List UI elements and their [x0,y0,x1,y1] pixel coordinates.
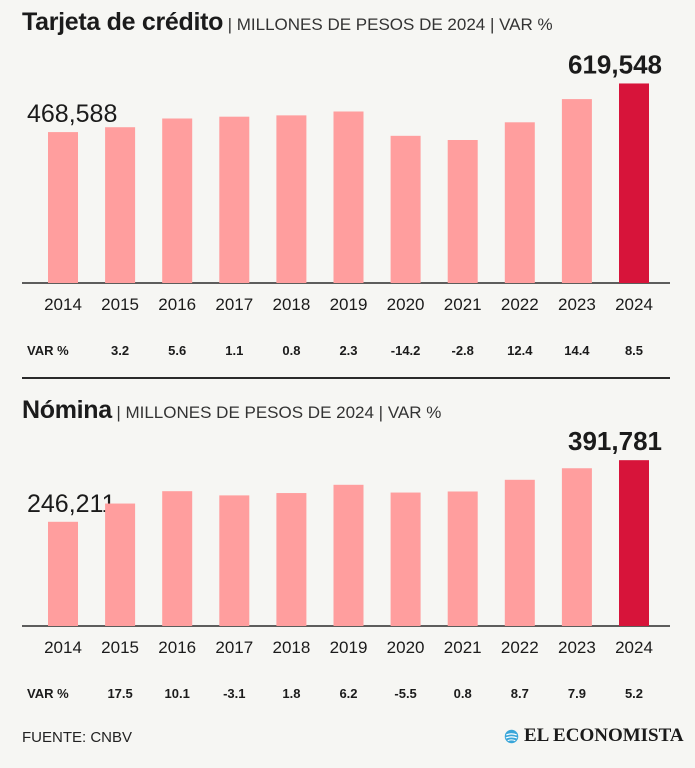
chart1-bar-2020 [390,135,421,283]
chart1-bar-2019 [333,111,364,283]
chart1-bar-2014 [48,132,78,283]
chart1-bar-2016 [162,118,193,283]
chart2-var-2023: 7.9 [568,686,586,701]
chart1-last-value-label: 619,548 [568,49,662,79]
section-divider [22,377,670,379]
chart1-xtick-2018: 2018 [272,295,310,314]
chart2-subtitle: | MILLONES DE PESOS DE 2024 | VAR % [116,403,442,422]
chart2-plot: 2014 246,211 2015 17.5 2016 10.1 2017 -3.1 2018 1… [22,426,670,701]
chart2-bar-2014 [48,521,78,626]
chart2-last-value-label: 391,781 [568,426,662,456]
chart1-xtick-2021: 2021 [444,295,482,314]
chart1-xtick-2019: 2019 [330,295,368,314]
chart2-xtick-2024: 2024 [615,638,653,657]
chart2-xtick-2019: 2019 [330,638,368,657]
chart1-subtitle: | MILLONES DE PESOS DE 2024 | VAR % [227,15,553,34]
chart2-first-value-label: 246,211 [27,490,116,518]
chart1-bar-2015 [105,127,136,283]
chart2-xtick-2018: 2018 [272,638,310,657]
chart1-bar-2024 [619,83,649,283]
chart2-title: Nómina [22,396,112,424]
chart2-bar-2020 [390,492,421,626]
brand-name: EL ECONOMISTA [524,725,684,746]
chart2-bar-2019 [333,484,364,626]
chart2-var-2015: 17.5 [107,686,132,701]
chart1-var-2023: 14.4 [564,343,590,358]
chart2-bar-2017 [219,495,250,626]
chart1-bar-2022 [504,122,535,283]
chart2-xtick-2020: 2020 [387,638,425,657]
chart2-title-line: Nómina | MILLONES DE PESOS DE 2024 | VAR… [22,396,441,425]
source-note: FUENTE: CNBV [22,729,133,746]
chart2-var-2022: 8.7 [511,686,529,701]
chart1-var-2020: -14.2 [391,343,421,358]
chart2-bar-2018 [276,493,307,626]
chart1-bar-2021 [447,140,478,283]
chart1-bar-2017 [219,116,250,284]
chart1-var-2016: 5.6 [168,343,186,358]
chart2-var-2019: 6.2 [339,686,357,701]
chart2-xtick-2022: 2022 [501,638,539,657]
chart1-xtick-2015: 2015 [101,295,139,314]
chart2-var-2017: -3.1 [223,686,245,701]
chart2-bar-2021 [447,491,478,626]
chart2-var-2024: 5.2 [625,686,643,701]
chart1-xtick-2016: 2016 [158,295,196,314]
chart2-bar-2024 [619,460,649,626]
chart2-xtick-2017: 2017 [215,638,253,657]
chart2-xtick-2023: 2023 [558,638,596,657]
chart1-plot: 2014 468,588 2015 3.2 2016 5.6 2017 1.1 2018 0.8 2… [22,49,670,358]
chart1-xtick-2024: 2024 [615,295,653,314]
chart2-bar-2015 [105,503,136,626]
chart2-bar-2016 [162,491,193,626]
chart2-var-2018: 1.8 [282,686,300,701]
chart1-var-label: VAR % [27,343,69,358]
chart1-var-2024: 8.5 [625,343,643,358]
chart1-xtick-2017: 2017 [215,295,253,314]
brand-logo: EL ECONOMISTA [504,725,684,747]
chart1-var-2021: -2.8 [451,343,473,358]
chart1-var-2019: 2.3 [339,343,357,358]
chart2-var-2020: -5.5 [394,686,416,701]
chart1-var-2015: 3.2 [111,343,129,358]
chart2-xtick-2015: 2015 [101,638,139,657]
chart1-xtick-2023: 2023 [558,295,596,314]
chart2-xtick-2016: 2016 [158,638,196,657]
chart2-bar-2023 [561,468,592,626]
chart2-var-2021: 0.8 [454,686,472,701]
chart1-var-2018: 0.8 [282,343,300,358]
chart2-var-2016: 10.1 [165,686,190,701]
chart1-var-2017: 1.1 [225,343,243,358]
chart1-xtick-2022: 2022 [501,295,539,314]
chart2-xtick-2014: 2014 [44,638,82,657]
chart1-xtick-2020: 2020 [387,295,425,314]
chart1-xtick-2014: 2014 [44,295,82,314]
globe-icon [504,729,519,743]
chart2-var-label: VAR % [27,686,69,701]
chart2-bar-2022 [504,479,535,626]
chart1-bar-2018 [276,115,307,284]
chart1-first-value-label: 468,588 [27,100,117,128]
chart1-bar-2023 [561,99,592,283]
chart1-title-line: Tarjeta de crédito | MILLONES DE PESOS D… [22,8,553,37]
chart1-title: Tarjeta de crédito [22,8,224,36]
chart2-xtick-2021: 2021 [444,638,482,657]
chart1-var-2022: 12.4 [507,343,533,358]
